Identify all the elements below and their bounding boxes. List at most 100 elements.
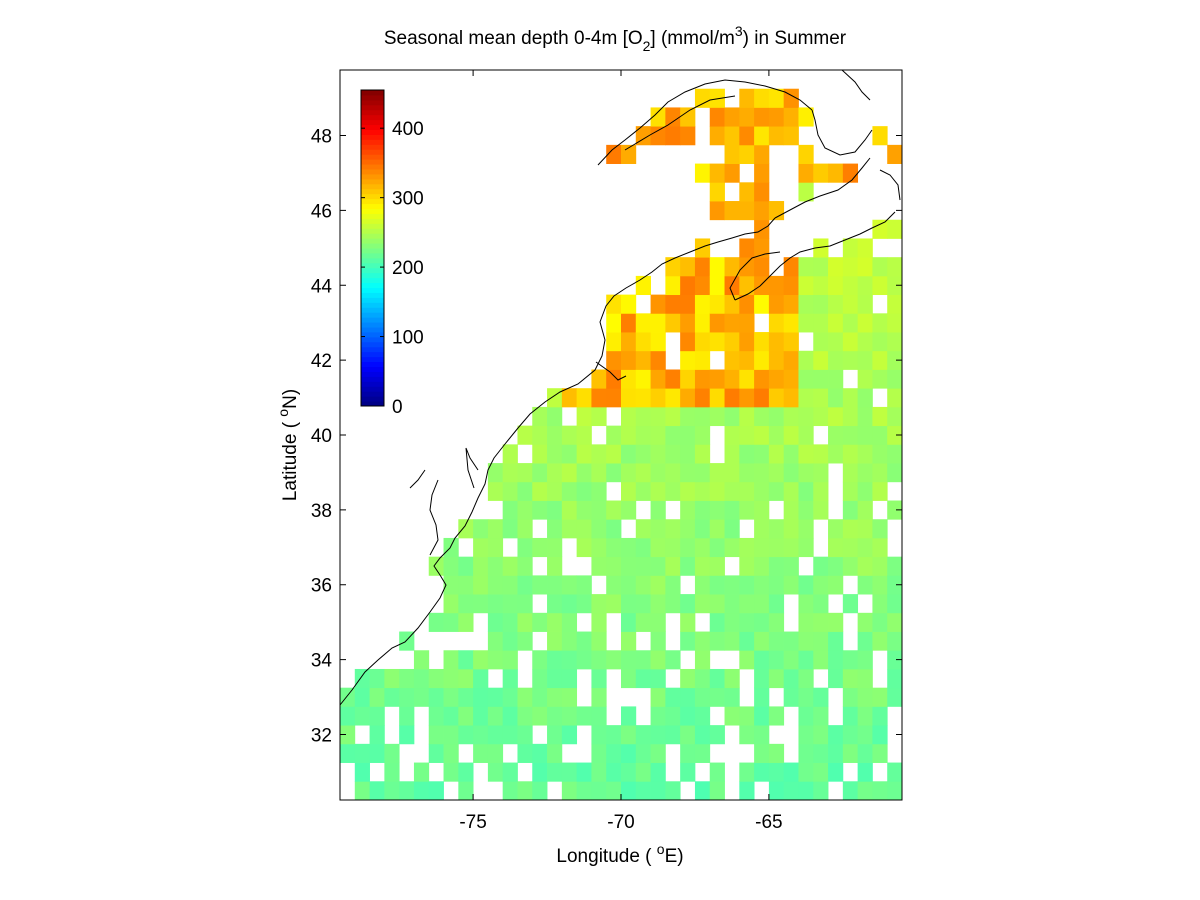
data-cell [502,500,518,520]
data-cell [783,575,799,595]
data-cell [621,575,637,595]
data-cell [724,350,740,370]
data-cell [828,762,844,782]
data-cell [621,650,637,670]
data-cell [443,743,459,763]
data-cell [665,463,681,483]
data-cell [754,425,770,445]
data-cell [532,612,548,632]
data-cell [857,725,873,745]
data-cell [754,350,770,370]
data-cell [813,406,829,427]
data-cell [798,406,814,427]
data-cell [591,631,607,651]
data-cell [887,257,903,277]
data-cell [768,594,785,614]
data-cell [606,556,622,576]
data-cell [813,500,829,520]
data-cell [680,257,696,277]
data-cell [665,275,681,296]
data-cell [872,631,888,651]
data-cell [635,519,651,539]
data-cell [680,594,696,614]
data-cell [621,556,637,576]
data-cell [768,612,785,632]
data-cell [754,107,770,127]
colorbar-tick-label: 200 [392,258,424,279]
data-cell [709,126,725,146]
data-cell [813,257,829,277]
data-cell [842,519,859,539]
data-cell [680,369,696,389]
data-cell [517,725,533,745]
data-cell [635,481,651,501]
colorbar-tick-label: 100 [392,328,424,349]
data-cell [665,388,681,408]
data-cell [487,612,504,632]
data-cell [591,481,607,501]
data-cell [739,537,755,558]
data-cell [458,706,474,726]
data-cell [783,350,799,370]
data-cell [768,313,785,333]
data-cell [606,313,622,333]
data-cell [754,444,770,464]
data-cell [887,313,903,333]
xlabel-pre: Longitude ( [556,846,656,867]
data-cell [857,706,873,726]
data-cell [724,631,740,651]
data-cell [458,781,474,801]
colorbar-segment [361,183,384,190]
data-cell [872,332,888,352]
data-cell [842,650,859,670]
data-cell [798,350,814,370]
data-cell [547,556,563,576]
data-cell [354,762,370,782]
data-cell [413,668,430,689]
data-cell [561,687,578,707]
colorbar-segment [361,351,384,358]
data-cell [813,163,829,183]
data-cell [798,369,814,389]
data-cell [576,631,592,651]
data-cell [606,144,622,164]
data-cell [561,594,578,614]
data-cell [709,556,725,576]
data-cell [754,144,770,164]
data-cell [872,725,888,745]
data-cell [724,332,740,352]
data-cell [783,631,799,651]
data-cell [561,631,578,651]
data-cell [561,668,578,689]
colorbar-segment [361,178,384,185]
data-cell [768,126,785,146]
data-cell [547,650,563,670]
data-cell [842,725,859,745]
data-cell [754,687,770,707]
data-cell [547,594,563,614]
data-cell [754,650,770,670]
colorbar-segment [361,198,384,205]
data-cell [517,687,533,707]
data-cell [428,612,444,632]
data-cell [340,706,356,726]
data-cell [561,612,578,632]
data-cell [694,275,711,296]
data-cell [828,313,844,333]
colorbar-frame [360,89,385,407]
colorbar-segment [361,139,384,145]
colorbar-segment [361,159,384,165]
data-cell [384,743,400,763]
data-cell [798,762,814,782]
data-cell [502,650,518,670]
data-cell [828,444,844,464]
data-cell [635,388,651,408]
colorbar-segment [361,317,384,323]
data-cell [561,481,578,501]
data-cell [872,743,888,763]
data-cell [857,650,873,670]
data-cell [724,275,740,296]
data-cell [680,107,696,127]
data-cell [354,706,370,726]
data-cell [621,294,637,314]
